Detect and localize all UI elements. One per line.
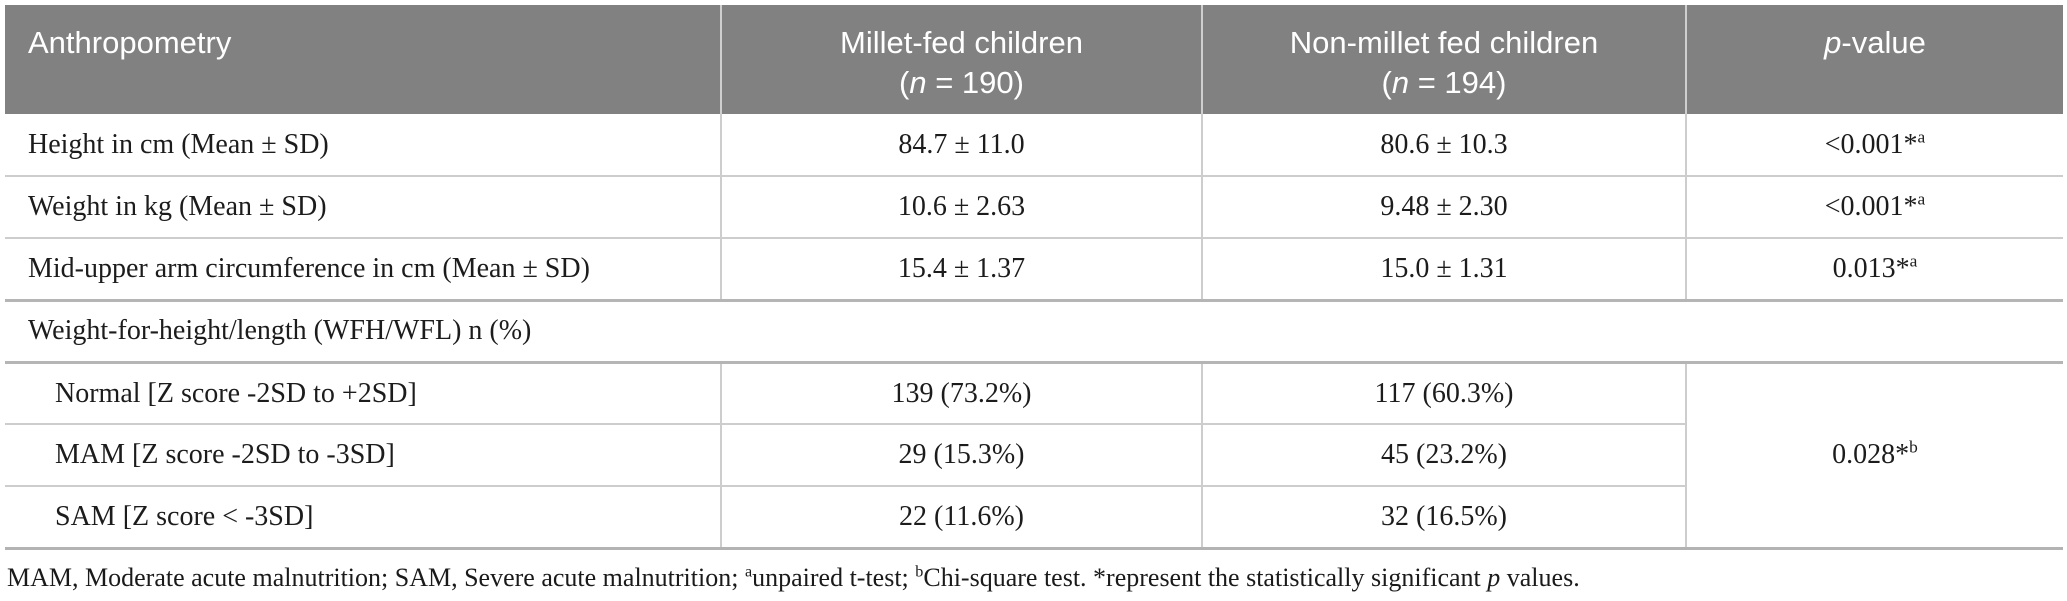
millet-value: 29 (15.3%) — [720, 423, 1202, 487]
millet-value: 22 (11.6%) — [720, 485, 1202, 549]
table-footnote: MAM, Moderate acute malnutrition; SAM, S… — [5, 550, 2063, 593]
p-superscript: b — [1909, 438, 1918, 458]
header-cell-anthropometry: Anthropometry — [5, 5, 721, 115]
header-row: Anthropometry Millet-fed children (n = 1… — [5, 5, 2063, 115]
non-millet-value: 9.48 ± 2.30 — [1201, 175, 1686, 239]
n-count: = 190) — [926, 64, 1024, 100]
table-row-sam: SAM [Z score < -3SD] 22 (11.6%) 32 (16.5… — [5, 485, 2063, 549]
table-row-mam: MAM [Z score -2SD to -3SD] 29 (15.3%) 45… — [5, 423, 2063, 487]
non-millet-value: 117 (60.3%) — [1201, 360, 1686, 425]
millet-value: 139 (73.2%) — [720, 360, 1202, 425]
p-superscript: a — [1909, 251, 1918, 271]
table-header: Anthropometry Millet-fed children (n = 1… — [5, 5, 2063, 115]
p-superscript: a — [1917, 190, 1926, 210]
header-anthropometry-label: Anthropometry — [28, 25, 232, 60]
header-millet-n: (n = 190) — [736, 63, 1187, 103]
header-non-millet-n: (n = 194) — [1217, 63, 1671, 103]
table-body: Height in cm (Mean ± SD) 84.7 ± 11.0 80.… — [5, 114, 2063, 549]
table-row-height: Height in cm (Mean ± SD) 84.7 ± 11.0 80.… — [5, 114, 2063, 177]
header-cell-non-millet: Non-millet fed children (n = 194) — [1201, 5, 1686, 115]
p-italic: p — [1824, 25, 1842, 60]
n-italic: n — [1391, 64, 1410, 100]
table-row-weight: Weight in kg (Mean ± SD) 10.6 ± 2.63 9.4… — [5, 175, 2063, 239]
non-millet-value: 15.0 ± 1.31 — [1201, 237, 1686, 301]
p-value-cell: <0.001*a — [1685, 175, 2063, 239]
non-millet-value: 32 (16.5%) — [1201, 485, 1686, 549]
header-cell-p-value: p-value — [1685, 5, 2063, 115]
footnote-ttest: unpaired t-test; — [752, 562, 916, 592]
footnote-p-italic: p — [1487, 562, 1501, 592]
table-row-muac: Mid-upper arm circumference in cm (Mean … — [5, 237, 2063, 301]
n-italic: n — [909, 64, 927, 100]
non-millet-value: 45 (23.2%) — [1201, 423, 1686, 487]
p-superscript: a — [1917, 127, 1926, 147]
p-value-cell: 0.013*a — [1685, 237, 2063, 301]
header-non-millet-title: Non-millet fed children — [1289, 25, 1599, 60]
p-value-text: 0.028* — [1832, 439, 1910, 471]
p-value-text: <0.001* — [1824, 128, 1918, 160]
row-label: Normal [Z score -2SD to +2SD] — [5, 360, 721, 425]
table-row-wfh-section: Weight-for-height/length (WFH/WFL) n (%) — [5, 298, 2063, 363]
merged-p-value-cell: 0.028*b — [1685, 360, 2063, 549]
row-label: Height in cm (Mean ± SD) — [28, 128, 329, 160]
n-count: = 194) — [1409, 64, 1507, 100]
footnote-end: values. — [1500, 562, 1580, 592]
non-millet-value: 80.6 ± 10.3 — [1201, 114, 1686, 177]
section-label: Weight-for-height/length (WFH/WFL) n (%) — [5, 298, 2063, 363]
paren-open: ( — [899, 64, 910, 100]
row-label: MAM [Z score -2SD to -3SD] — [5, 423, 721, 487]
p-value-cell: <0.001*a — [1685, 114, 2063, 177]
footnote-sup-b: b — [915, 563, 924, 581]
footnote-chisquare: Chi-square test. *represent the statisti… — [923, 562, 1488, 592]
p-value-rest: -value — [1841, 25, 1926, 60]
row-label: SAM [Z score < -3SD] — [5, 485, 721, 549]
header-cell-millet: Millet-fed children (n = 190) — [720, 5, 1202, 115]
millet-value: 15.4 ± 1.37 — [720, 237, 1202, 301]
anthropometry-table: Anthropometry Millet-fed children (n = 1… — [5, 5, 2063, 550]
row-label: Mid-upper arm circumference in cm (Mean … — [5, 237, 721, 301]
millet-value: 10.6 ± 2.63 — [720, 175, 1202, 239]
millet-value: 84.7 ± 11.0 — [720, 114, 1202, 177]
p-value-text: <0.001* — [1824, 191, 1918, 223]
table-row-normal: Normal [Z score -2SD to +2SD] 139 (73.2%… — [5, 360, 2063, 549]
row-label: Weight in kg (Mean ± SD) — [5, 175, 721, 239]
p-value-text: 0.013* — [1832, 253, 1910, 285]
footnote-abbreviations: MAM, Moderate acute malnutrition; SAM, S… — [7, 562, 745, 592]
paren-open: ( — [1381, 64, 1392, 100]
header-millet-title: Millet-fed children — [840, 25, 1083, 60]
footnote-sup-a: a — [744, 563, 753, 581]
